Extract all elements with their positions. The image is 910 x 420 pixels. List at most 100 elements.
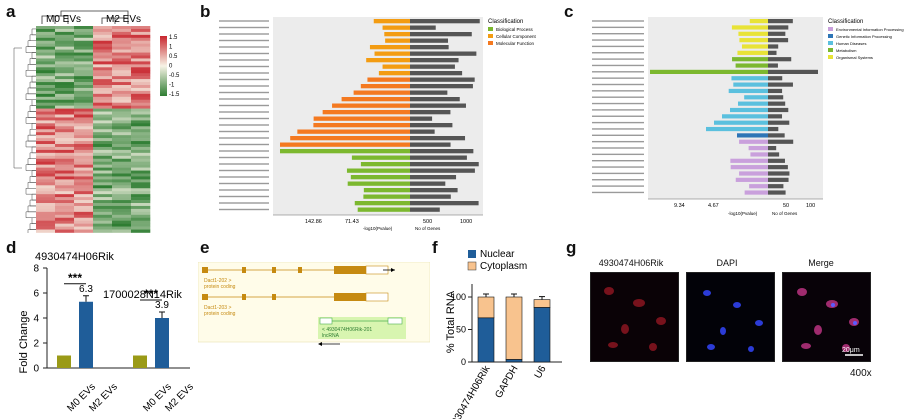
cytoplasm-bar (533, 299, 551, 308)
heatmap-cell (93, 194, 113, 198)
heatmap-cell (112, 105, 132, 109)
lnc-type: lncRNA (322, 333, 340, 339)
heatmap-cell (93, 46, 113, 50)
heatmap-cell (131, 203, 151, 207)
go-count-bar (410, 149, 474, 154)
heatmap-cell (93, 203, 113, 207)
heatmap-cell (112, 161, 132, 165)
kegg-count-bar (768, 101, 786, 106)
heatmap-cell (93, 120, 113, 124)
go-term-label (219, 176, 269, 178)
nuclear-bar (477, 317, 495, 363)
go-term-label (219, 65, 269, 68)
heatmap-cell (55, 179, 75, 183)
heatmap-cell (74, 82, 94, 86)
heatmap-cell (131, 126, 151, 130)
heatmap-cell (131, 111, 151, 115)
kegg-legend-label: Metabolism (836, 48, 857, 53)
go-count-bar (410, 51, 477, 56)
fold-change-chart: 4930474H06Rik 1700028N14Rik Fold Change … (18, 251, 196, 414)
heatmap-cell (55, 152, 75, 157)
kegg-legend-label: Genetic Information Processing (836, 34, 892, 39)
heatmap-cell (55, 144, 75, 148)
heatmap-cell (74, 135, 94, 139)
kegg-xlabel-right: No of Genes (772, 211, 798, 216)
transcript-dact1-202 (202, 265, 395, 275)
go-term-label (219, 33, 269, 35)
panel-label-d: d (6, 238, 17, 257)
heatmap-cell (131, 155, 151, 160)
heatmap-cell (55, 73, 75, 77)
heatmap-cell (36, 120, 56, 124)
heatmap-cell (112, 31, 132, 36)
heatmap-cell (74, 114, 94, 118)
heatmap-cell (112, 149, 132, 154)
heatmap-cell (112, 67, 132, 71)
kegg-pathway-label (592, 102, 644, 105)
kegg-count-bar (768, 139, 794, 144)
y-tick-label: 8 (33, 264, 39, 275)
heatmap-cell (74, 58, 94, 62)
transcript-type-2: protein coding (204, 311, 236, 317)
heatmap-cell (131, 73, 151, 77)
heatmap-cell (36, 70, 56, 74)
colorbar-tick-label: 0 (169, 64, 173, 70)
heatmap-cell (74, 185, 94, 189)
go-bar (313, 123, 410, 128)
heatmap-cell (74, 223, 94, 227)
heatmap-cell (36, 37, 56, 42)
heatmap-cell (74, 70, 94, 74)
heatmap-cell (36, 217, 56, 221)
fraction-y-label: % Total RNA (445, 290, 457, 353)
kegg-pathway-label (592, 96, 644, 98)
panel-label-a: a (6, 2, 16, 21)
heatmap-cell (74, 43, 94, 47)
heatmap-cell (36, 87, 56, 92)
heatmap-cell (112, 132, 132, 136)
heatmap-cell (55, 79, 75, 83)
heatmap-cell (131, 205, 151, 210)
micro-image-dapi (686, 272, 775, 362)
go-bar (353, 90, 410, 95)
go-term-label (219, 169, 269, 172)
fraction-y-tick: 50 (456, 325, 466, 335)
go-legend-swatch-bp (488, 27, 493, 31)
heatmap-cell (55, 132, 75, 136)
heatmap-cell (131, 26, 151, 30)
heatmap-cell (131, 43, 151, 47)
heatmap-cell (112, 37, 132, 42)
heatmap-cell (131, 167, 151, 171)
heatmap-cell (112, 93, 132, 98)
heatmap-cell (112, 182, 132, 186)
heatmap-cell (93, 152, 113, 157)
heatmap-cell (112, 55, 132, 59)
heatmap-cell (112, 197, 132, 201)
heatmap-cell (36, 102, 56, 106)
heatmap-cell (55, 93, 75, 98)
genome-track-panel: Dact1-202 > protein coding Dact1-203 > p… (198, 262, 430, 346)
kegg-count-bar (768, 177, 789, 182)
heatmap-cell (131, 37, 151, 42)
transcript-type-1: protein coding (204, 284, 236, 290)
heatmap-cell (93, 144, 113, 148)
heatmap-cell (131, 185, 151, 189)
heatmap-cell (36, 229, 56, 233)
go-count-bar (410, 32, 472, 37)
kegg-bar (741, 44, 768, 49)
kegg-pathway-label (592, 33, 644, 35)
heatmap-cell (36, 90, 56, 95)
heatmap-cell (112, 70, 132, 74)
transcript-dact1-203 (202, 292, 389, 302)
chart-title: 4930474H06Rik (35, 251, 114, 263)
heatmap-cell (55, 67, 75, 71)
go-axis-tick-right-1: 500 (423, 219, 432, 225)
go-count-bar (410, 155, 467, 160)
legend-swatch-nuclear (468, 250, 476, 258)
heatmap-cell (131, 61, 151, 65)
legend-cytoplasm: Cytoplasm (480, 261, 527, 272)
transcript-label-2: Dact1-203 > (204, 305, 231, 311)
heatmap-cell (55, 28, 75, 33)
heatmap-cell (93, 158, 113, 162)
kegg-bar (748, 146, 768, 151)
go-bar (363, 194, 410, 199)
